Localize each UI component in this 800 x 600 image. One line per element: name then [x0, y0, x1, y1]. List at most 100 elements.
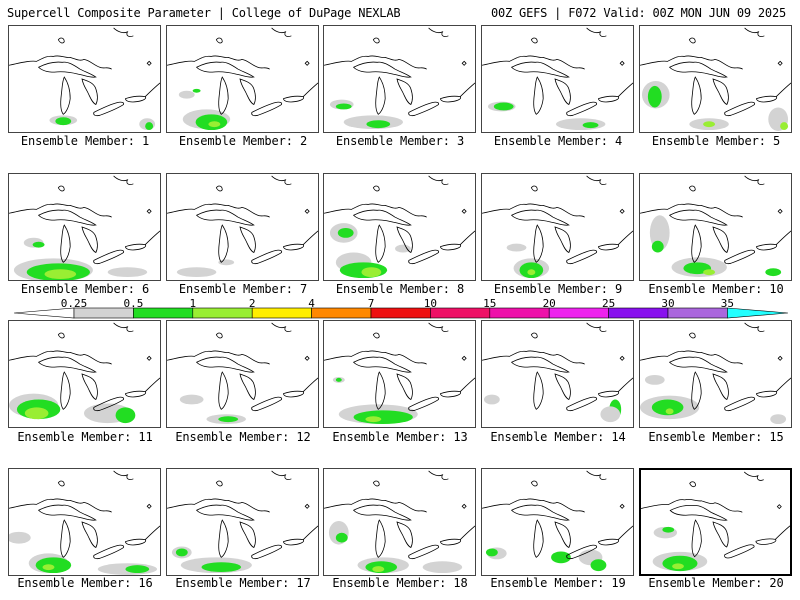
ensemble-map	[482, 27, 633, 131]
colorbar-segment	[548, 307, 609, 319]
map-outline	[215, 185, 223, 192]
ensemble-map-panel-15[interactable]	[639, 320, 792, 428]
ensemble-map-panel-19[interactable]	[481, 468, 634, 576]
map-outline	[215, 480, 223, 487]
ensemble-member-label: Ensemble Member: 4	[493, 134, 623, 148]
map-outline	[566, 249, 598, 265]
ensemble-map	[324, 322, 475, 425]
ensemble-map-panel-3[interactable]	[323, 25, 476, 133]
map-outline	[617, 525, 633, 540]
ensemble-map-panel-11[interactable]	[8, 320, 161, 428]
map-outline	[352, 209, 412, 226]
colorbar-segment	[430, 307, 491, 319]
map-outline	[461, 355, 467, 361]
map-outline	[239, 226, 256, 254]
map-outline	[304, 208, 310, 214]
map-outline	[302, 230, 318, 245]
ensemble-map-panel-1[interactable]	[8, 25, 161, 133]
scp-contour	[335, 532, 348, 543]
ensemble-map-panel-20[interactable]	[639, 468, 792, 576]
map-outline	[93, 396, 125, 412]
ensemble-member-label: Ensemble Member: 15	[648, 430, 784, 444]
map-outline	[510, 356, 570, 373]
ensemble-member-label: Ensemble Member: 12	[175, 430, 311, 444]
map-outline	[283, 95, 305, 103]
ensemble-map-panel-12[interactable]	[166, 320, 319, 428]
map-outline	[9, 498, 112, 513]
colorbar-segment	[370, 307, 431, 319]
map-outline	[113, 175, 134, 185]
map-outline	[372, 185, 380, 192]
map-outline	[619, 503, 625, 509]
map-outline	[744, 175, 765, 185]
map-outline	[554, 226, 571, 254]
map-outline	[566, 396, 598, 412]
map-outline	[195, 504, 255, 521]
colorbar-tick-label: 35	[720, 297, 735, 310]
ensemble-map-panel-7[interactable]	[166, 173, 319, 281]
map-outline	[271, 175, 292, 185]
scp-contour	[32, 241, 45, 248]
ensemble-map	[9, 175, 160, 280]
ensemble-map-panel-16[interactable]	[8, 468, 161, 576]
map-outline	[428, 175, 449, 185]
map-outline	[619, 60, 625, 66]
ensemble-map-panel-10[interactable]	[639, 173, 792, 281]
scp-contour	[703, 121, 716, 128]
ensemble-map-panel-8[interactable]	[323, 173, 476, 281]
ensemble-map	[641, 471, 790, 572]
map-outline	[598, 390, 620, 398]
ensemble-map-panel-17[interactable]	[166, 468, 319, 576]
colorbar	[14, 307, 788, 319]
map-outline	[218, 76, 229, 115]
map-outline	[251, 396, 283, 412]
map-outline	[271, 322, 292, 332]
map-outline	[598, 95, 620, 103]
page-title: Supercell Composite Parameter | College …	[7, 6, 401, 20]
scp-contour	[115, 407, 136, 424]
map-outline	[510, 61, 570, 78]
map-outline	[510, 209, 570, 226]
map-outline	[146, 60, 152, 66]
ensemble-member-label: Ensemble Member: 14	[490, 430, 626, 444]
map-outline	[372, 332, 380, 339]
map-outline	[375, 371, 386, 410]
scp-contour	[125, 565, 150, 574]
ensemble-map-panel-13[interactable]	[323, 320, 476, 428]
map-outline	[688, 37, 696, 44]
ensemble-map	[167, 322, 318, 425]
ensemble-map-panel-6[interactable]	[8, 173, 161, 281]
map-outline	[302, 377, 318, 392]
ensemble-map-panel-2[interactable]	[166, 25, 319, 133]
scp-contour	[582, 122, 599, 129]
map-outline	[352, 356, 412, 373]
map-outline	[775, 82, 791, 97]
map-outline	[530, 332, 538, 339]
map-outline	[440, 538, 462, 546]
scp-contour	[218, 259, 235, 266]
map-outline	[617, 377, 633, 392]
map-outline	[712, 226, 729, 254]
ensemble-member-label: Ensemble Member: 19	[490, 576, 626, 590]
ensemble-map-panel-18[interactable]	[323, 468, 476, 576]
ensemble-map-panel-14[interactable]	[481, 320, 634, 428]
map-outline	[598, 243, 620, 251]
ensemble-map-panel-9[interactable]	[481, 173, 634, 281]
ensemble-map	[167, 470, 318, 574]
scp-contour	[24, 407, 49, 420]
scp-contour	[361, 267, 382, 278]
ensemble-map	[324, 175, 475, 279]
map-outline	[352, 61, 412, 78]
scp-contour	[485, 548, 498, 557]
ensemble-map-panel-5[interactable]	[639, 25, 792, 133]
scp-contour	[662, 526, 675, 533]
ensemble-map	[640, 175, 791, 278]
colorbar-tick-label: 4	[308, 297, 315, 310]
ensemble-map-panel-4[interactable]	[481, 25, 634, 133]
map-outline	[195, 61, 255, 78]
scp-contour	[55, 117, 72, 126]
map-outline	[304, 503, 310, 509]
map-outline	[37, 356, 97, 373]
scp-contour	[493, 102, 514, 111]
map-outline	[57, 480, 65, 487]
